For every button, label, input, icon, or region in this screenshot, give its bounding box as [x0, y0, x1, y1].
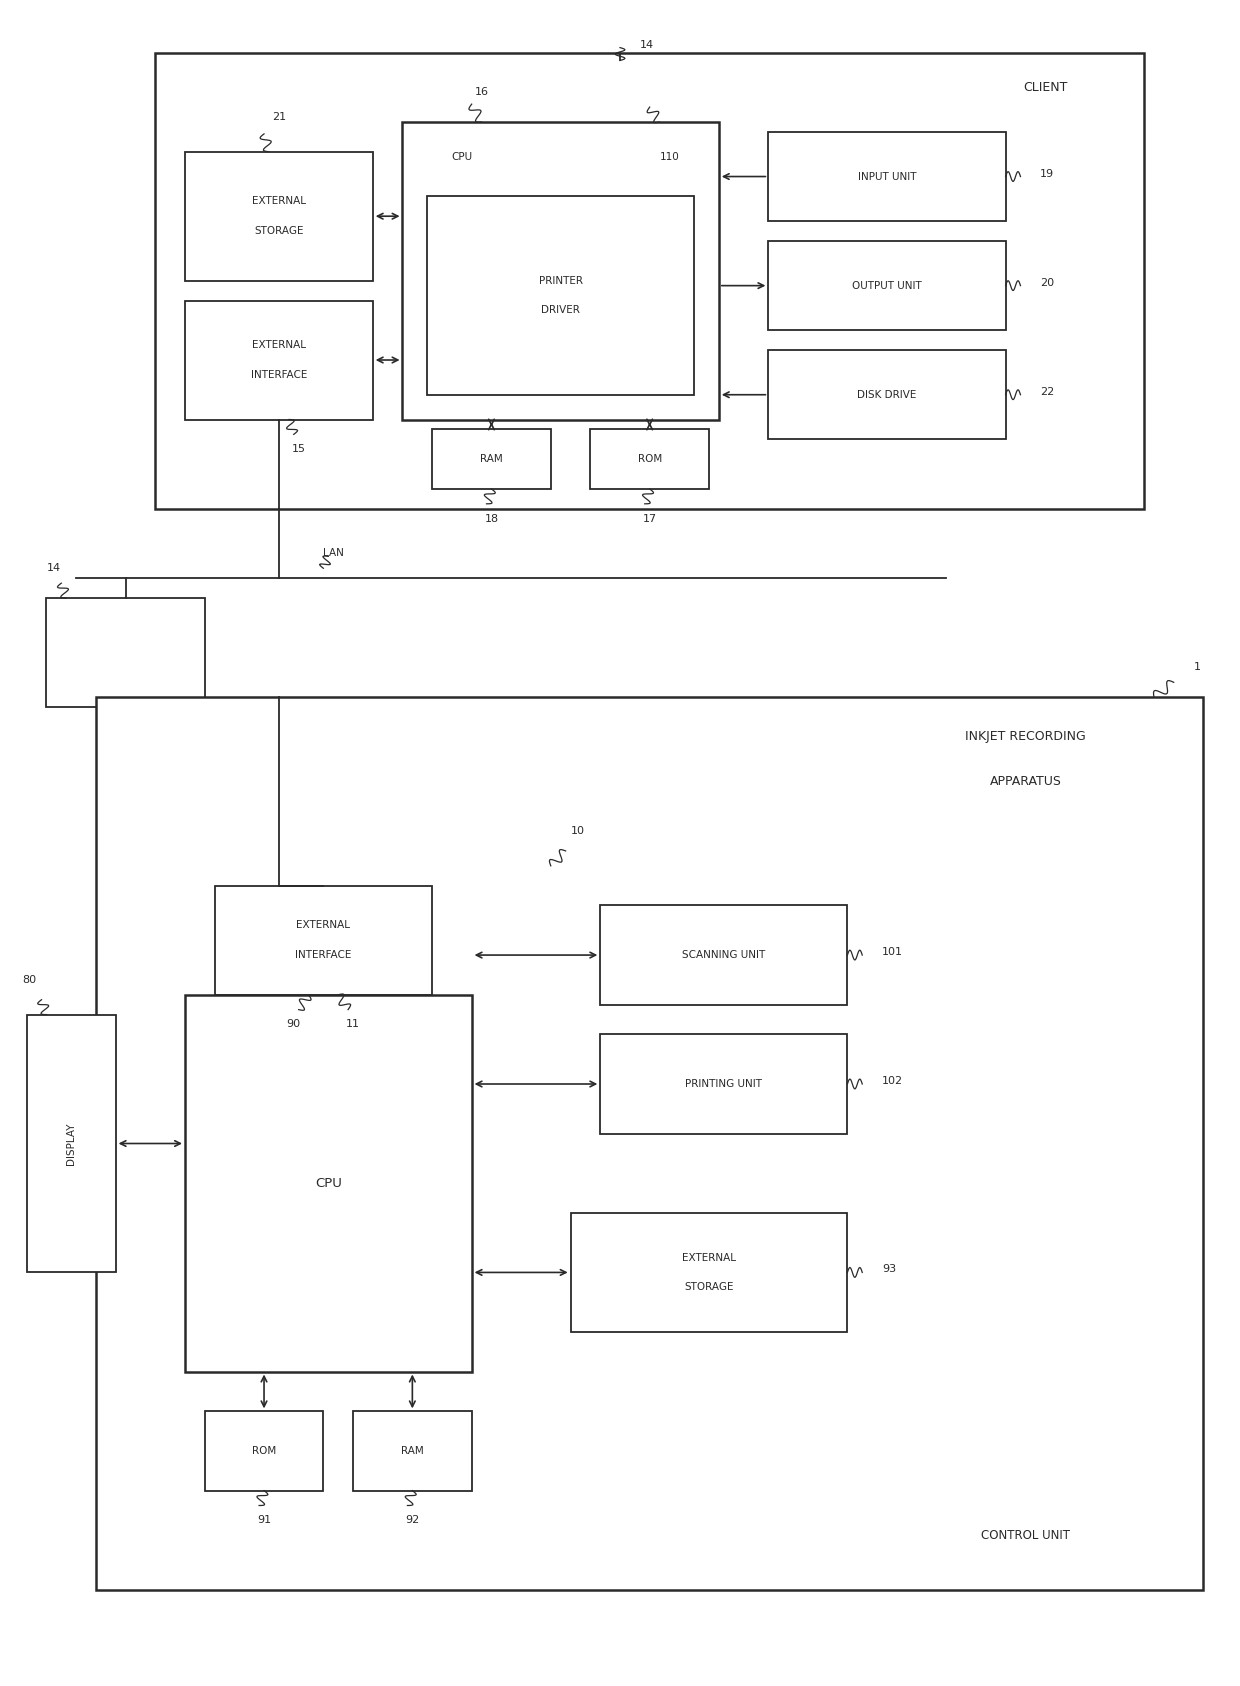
FancyBboxPatch shape [215, 885, 432, 995]
FancyBboxPatch shape [27, 1015, 115, 1273]
Text: EXTERNAL: EXTERNAL [252, 196, 306, 206]
FancyBboxPatch shape [353, 1411, 471, 1490]
FancyBboxPatch shape [600, 905, 847, 1005]
Text: 11: 11 [346, 1020, 360, 1030]
FancyBboxPatch shape [432, 430, 551, 489]
Text: 102: 102 [882, 1076, 903, 1086]
Text: EXTERNAL: EXTERNAL [682, 1253, 737, 1263]
Text: APPARATUS: APPARATUS [990, 776, 1061, 787]
FancyBboxPatch shape [769, 351, 1006, 440]
Text: CPU: CPU [451, 152, 472, 162]
FancyBboxPatch shape [590, 430, 709, 489]
Text: 10: 10 [570, 826, 584, 836]
Text: EXTERNAL: EXTERNAL [296, 921, 351, 931]
Text: EXTERNAL: EXTERNAL [252, 341, 306, 351]
Text: STORAGE: STORAGE [254, 226, 304, 236]
FancyBboxPatch shape [403, 121, 719, 420]
Text: 101: 101 [882, 948, 903, 958]
Text: 93: 93 [882, 1264, 897, 1275]
FancyBboxPatch shape [46, 599, 205, 706]
Text: INTERFACE: INTERFACE [295, 951, 352, 959]
Text: 14: 14 [46, 563, 61, 573]
Text: DISPLAY: DISPLAY [66, 1123, 76, 1165]
Text: RAM: RAM [480, 454, 503, 464]
Text: DRIVER: DRIVER [541, 305, 580, 315]
Text: 1: 1 [1194, 663, 1200, 673]
Text: 110: 110 [660, 152, 680, 162]
Text: 14: 14 [640, 40, 653, 49]
Text: INKJET RECORDING: INKJET RECORDING [965, 730, 1086, 744]
Text: RAM: RAM [401, 1447, 424, 1457]
Text: ROM: ROM [252, 1447, 277, 1457]
Text: PRINTER: PRINTER [538, 277, 583, 285]
Text: STORAGE: STORAGE [684, 1283, 734, 1291]
FancyBboxPatch shape [205, 1411, 324, 1490]
Text: CONTROL UNIT: CONTROL UNIT [981, 1529, 1070, 1541]
Text: ROM: ROM [637, 454, 662, 464]
Text: 22: 22 [1040, 386, 1054, 396]
Text: 19: 19 [1040, 169, 1054, 179]
Text: DISK DRIVE: DISK DRIVE [857, 389, 916, 400]
FancyBboxPatch shape [428, 196, 694, 395]
FancyBboxPatch shape [185, 995, 471, 1372]
Text: 18: 18 [485, 514, 498, 524]
Text: OUTPUT UNIT: OUTPUT UNIT [852, 280, 921, 290]
Text: CLIENT: CLIENT [1023, 81, 1068, 94]
Text: 15: 15 [291, 445, 305, 454]
Text: LAN: LAN [324, 548, 345, 558]
Text: 17: 17 [642, 514, 657, 524]
FancyBboxPatch shape [570, 1212, 847, 1332]
FancyBboxPatch shape [185, 300, 373, 420]
Text: PRINTING UNIT: PRINTING UNIT [686, 1079, 763, 1089]
FancyBboxPatch shape [481, 1163, 1125, 1372]
Text: INTERFACE: INTERFACE [250, 369, 308, 379]
Text: 91: 91 [257, 1516, 272, 1526]
FancyBboxPatch shape [600, 1035, 847, 1133]
FancyBboxPatch shape [135, 846, 1164, 1570]
Text: 90: 90 [286, 1020, 301, 1030]
FancyBboxPatch shape [165, 867, 1115, 1163]
Text: SCANNING UNIT: SCANNING UNIT [682, 951, 765, 959]
Text: 20: 20 [1040, 278, 1054, 288]
FancyBboxPatch shape [95, 698, 1203, 1590]
FancyBboxPatch shape [155, 52, 1145, 509]
Text: 21: 21 [272, 111, 286, 121]
Text: 80: 80 [22, 975, 36, 985]
Text: 16: 16 [475, 88, 489, 98]
FancyBboxPatch shape [769, 132, 1006, 221]
Text: 92: 92 [405, 1516, 419, 1526]
FancyBboxPatch shape [769, 241, 1006, 330]
Text: INPUT UNIT: INPUT UNIT [858, 172, 916, 182]
FancyBboxPatch shape [185, 152, 373, 280]
Text: CPU: CPU [315, 1177, 342, 1190]
